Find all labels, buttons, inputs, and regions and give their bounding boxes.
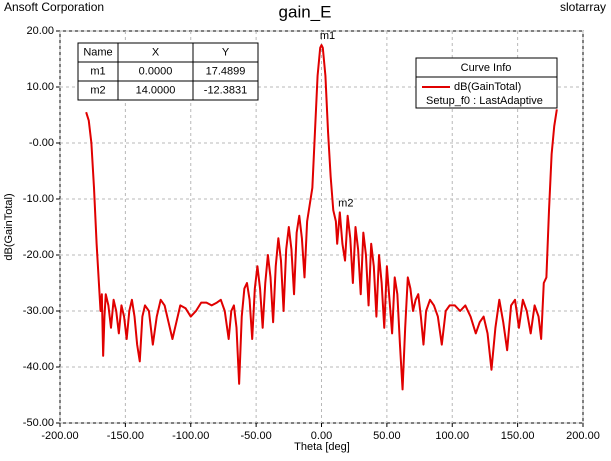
y-tick-label: -50.00 (23, 417, 54, 429)
y-tick-label: -40.00 (23, 361, 54, 373)
legend-title: Curve Info (461, 62, 512, 74)
legend-label: dB(GainTotal) (454, 81, 521, 93)
project: slotarray (560, 0, 606, 14)
marker-label: m2 (338, 197, 353, 209)
x-tick-label: 100.00 (435, 430, 469, 442)
y-tick-label: -30.00 (23, 305, 54, 317)
marker-label: m1 (320, 30, 335, 42)
x-tick-label: 200.00 (566, 430, 600, 442)
table-cell: 14.0000 (136, 84, 176, 96)
x-tick-label: -200.00 (41, 430, 78, 442)
y-tick-label: 10.00 (26, 81, 54, 93)
legend-subtitle: Setup_f0 : LastAdaptive (426, 95, 543, 107)
table-header: X (152, 46, 160, 58)
x-tick-label: 50.00 (373, 430, 401, 442)
y-tick-label: -0.00 (29, 137, 54, 149)
marker-table (77, 42, 259, 101)
x-tick-label: -150.00 (107, 430, 144, 442)
x-tick-label: 0.00 (311, 430, 332, 442)
legend (415, 57, 558, 109)
y-axis-label: dB(GainTotal) (3, 193, 15, 260)
x-tick-label: -100.00 (172, 430, 209, 442)
chart-title: gain_E (279, 2, 332, 21)
x-axis-label: Theta [deg] (294, 441, 350, 453)
y-tick-label: 20.00 (26, 25, 54, 37)
table-header: Y (222, 46, 230, 58)
data-line (85, 44, 558, 391)
table-cell: m1 (90, 65, 105, 77)
company: Ansoft Corporation (4, 0, 104, 14)
table-cell: -12.3831 (204, 84, 247, 96)
table-cell: 17.4899 (206, 65, 246, 77)
x-tick-label: -50.00 (241, 430, 272, 442)
y-tick-label: -10.00 (23, 193, 54, 205)
table-header: Name (83, 46, 112, 58)
table-cell: 0.0000 (139, 65, 173, 77)
y-tick-label: -20.00 (23, 249, 54, 261)
x-tick-label: 150.00 (501, 430, 535, 442)
table-cell: m2 (90, 84, 105, 96)
